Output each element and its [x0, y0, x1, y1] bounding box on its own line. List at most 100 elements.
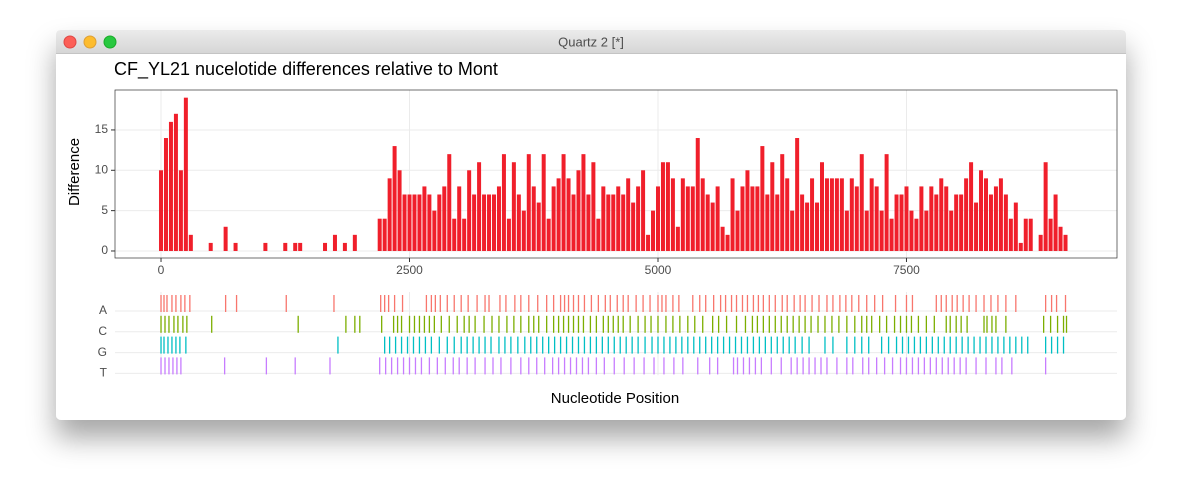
bar	[501, 154, 506, 251]
bar	[233, 242, 238, 251]
window-title: Quartz 2 [*]	[558, 34, 624, 49]
bar	[1018, 242, 1023, 251]
bar	[854, 186, 859, 251]
bar	[1058, 226, 1063, 251]
bar	[382, 218, 387, 251]
bar	[323, 242, 328, 251]
bar	[909, 210, 914, 251]
bar	[819, 162, 824, 251]
x-axis-label: Nucleotide Position	[551, 390, 679, 407]
bar	[591, 162, 596, 251]
bar	[939, 178, 944, 251]
bar	[740, 186, 745, 251]
bar	[526, 154, 531, 251]
bar	[824, 178, 829, 251]
bar	[462, 218, 467, 251]
bar	[710, 202, 715, 251]
bar	[730, 178, 735, 251]
bar	[417, 194, 422, 251]
bar	[506, 218, 511, 251]
bar	[998, 178, 1003, 251]
bar	[432, 210, 437, 251]
bar	[675, 226, 680, 251]
bar	[442, 186, 447, 251]
title-bar	[56, 30, 1126, 53]
bar	[874, 186, 879, 251]
bar	[283, 242, 288, 251]
bar	[636, 186, 641, 251]
bar	[720, 226, 725, 251]
bar	[536, 202, 541, 251]
bar	[183, 97, 188, 251]
y-tick-label: 15	[95, 122, 109, 136]
bar	[914, 218, 919, 251]
bar	[1023, 218, 1028, 251]
close-button[interactable]	[63, 35, 77, 49]
bar	[621, 194, 626, 251]
bar	[168, 121, 173, 251]
bar	[561, 154, 566, 251]
bar	[1028, 218, 1033, 251]
bar	[665, 162, 670, 251]
bar	[884, 154, 889, 251]
bar	[954, 194, 959, 251]
bar	[755, 186, 760, 251]
bar	[163, 138, 168, 251]
bar	[173, 113, 178, 251]
bar	[487, 194, 492, 251]
bar	[377, 218, 382, 251]
zoom-button[interactable]	[103, 35, 117, 49]
bar	[531, 186, 536, 251]
y-tick-label: 10	[95, 162, 109, 176]
bar	[551, 186, 556, 251]
bar	[293, 242, 298, 251]
bar	[596, 218, 601, 251]
bar	[785, 178, 790, 251]
bar	[770, 162, 775, 251]
bar	[944, 186, 949, 251]
bar	[974, 202, 979, 251]
bar	[402, 194, 407, 251]
panel-border	[114, 89, 1118, 259]
bar	[452, 218, 457, 251]
bar	[1063, 234, 1068, 251]
bar	[795, 138, 800, 251]
bar	[1008, 218, 1013, 251]
bar	[983, 178, 988, 251]
bar	[929, 186, 934, 251]
bar	[616, 186, 621, 251]
bar	[437, 194, 442, 251]
bar	[447, 154, 452, 251]
bar	[680, 178, 685, 251]
bar	[1048, 218, 1053, 251]
x-tick-label: 0	[158, 263, 165, 277]
bar	[685, 186, 690, 251]
x-tick-label: 7500	[893, 263, 920, 277]
bar	[407, 194, 412, 251]
bar	[715, 186, 720, 251]
bar	[924, 210, 929, 251]
bar	[516, 194, 521, 251]
bar	[765, 194, 770, 251]
bar	[611, 194, 616, 251]
bar	[159, 170, 164, 251]
bar	[586, 194, 591, 251]
bar	[581, 154, 586, 251]
bar	[491, 194, 496, 251]
bar	[879, 210, 884, 251]
bar	[805, 202, 810, 251]
bar	[646, 234, 651, 251]
row-label: T	[100, 366, 108, 380]
bar	[427, 194, 432, 251]
bar	[889, 218, 894, 251]
bar	[641, 170, 646, 251]
bar	[790, 210, 795, 251]
bar	[690, 186, 695, 251]
bar	[735, 210, 740, 251]
bar	[705, 194, 710, 251]
bar	[894, 194, 899, 251]
bar	[725, 234, 730, 251]
bar	[188, 234, 193, 251]
bar	[760, 146, 765, 251]
minimize-button[interactable]	[83, 35, 97, 49]
